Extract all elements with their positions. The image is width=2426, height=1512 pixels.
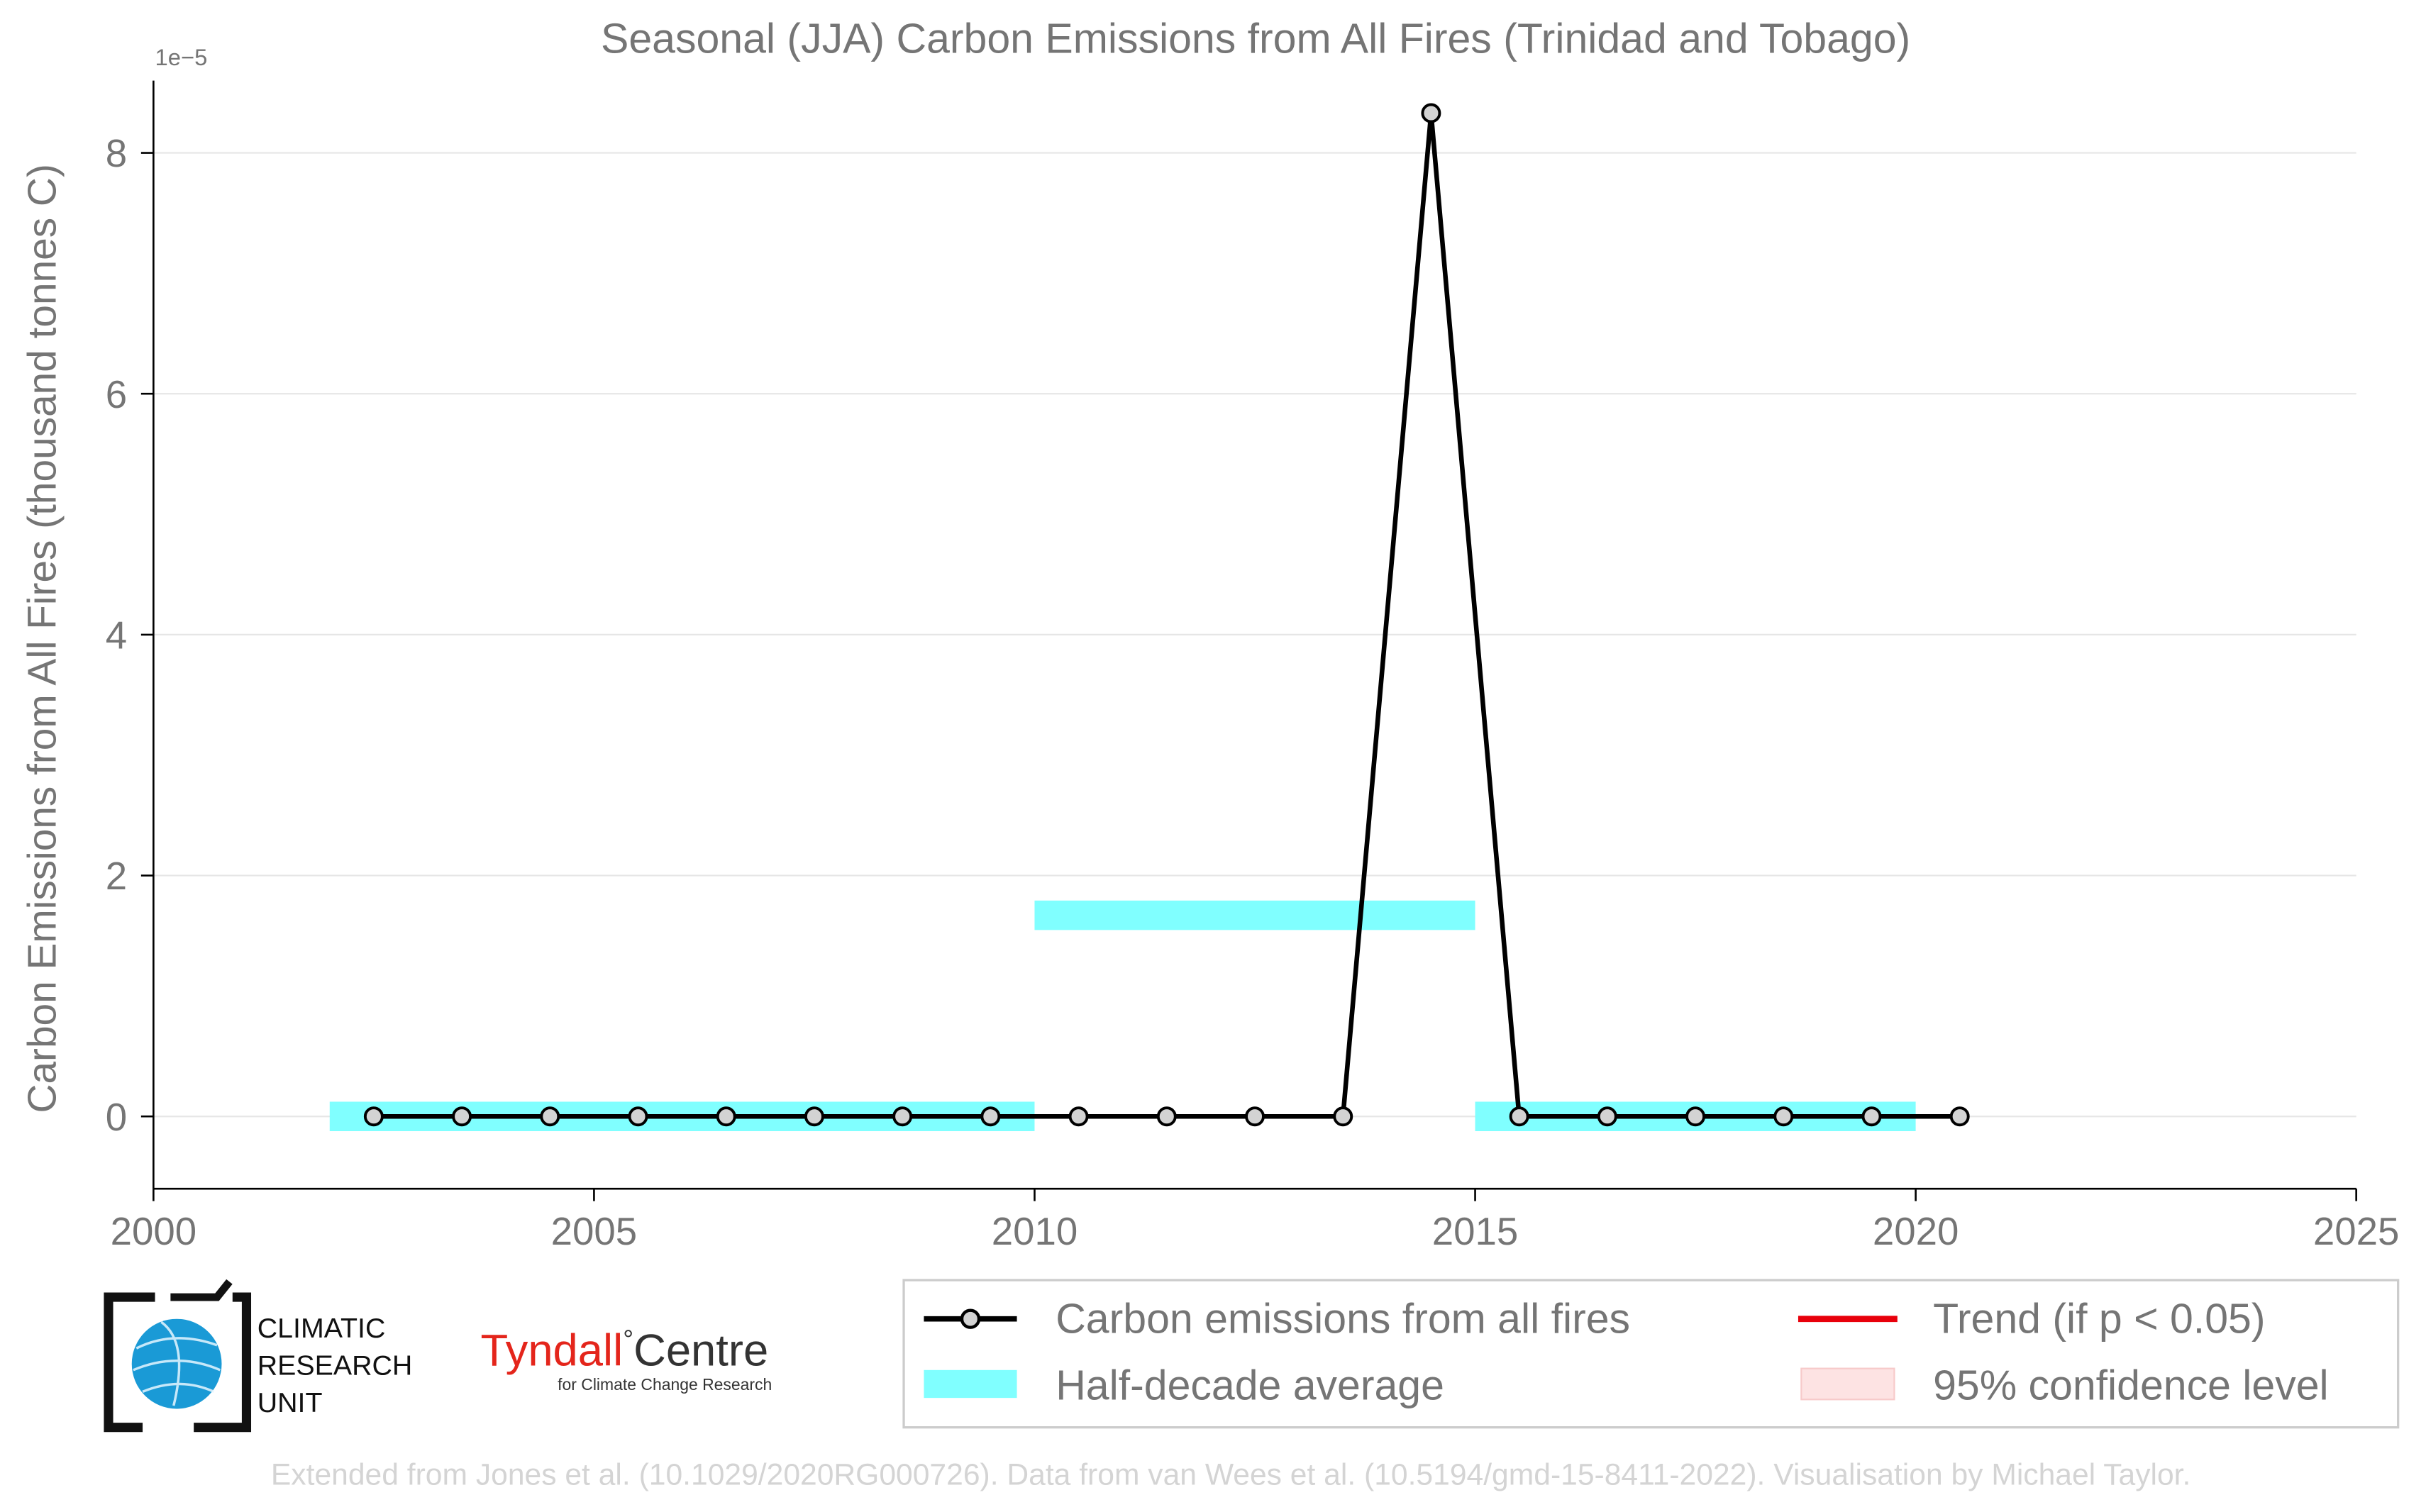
credit-line: Extended from Jones et al. (10.1029/2020… — [271, 1458, 2191, 1492]
legend-confidence-swatch — [1800, 1367, 1895, 1401]
cru-bracket-right — [194, 1292, 252, 1433]
data-point — [452, 1106, 472, 1127]
data-point — [1949, 1106, 1970, 1127]
grid-layer — [153, 152, 2356, 1118]
tyndall-name: Tyndall — [480, 1325, 623, 1375]
legend-series-marker-swatch — [960, 1308, 981, 1329]
data-point — [1421, 103, 1441, 123]
data-point — [716, 1106, 736, 1127]
data-point — [804, 1106, 824, 1127]
cru-text-line2: RESEARCH — [257, 1350, 413, 1381]
data-point — [1245, 1106, 1265, 1127]
data-point — [1685, 1106, 1706, 1127]
data-point — [1068, 1106, 1089, 1127]
legend: Carbon emissions from all fires Half-dec… — [902, 1279, 2400, 1429]
y-axis-multiplier: 1e−5 — [155, 44, 208, 70]
legend-label-half-decade: Half-decade average — [1056, 1362, 1444, 1408]
x-tick-label: 2000 — [111, 1210, 197, 1253]
y-tick-label: 4 — [106, 614, 127, 657]
data-point — [1861, 1106, 1882, 1127]
x-tick-label: 2015 — [1432, 1210, 1519, 1253]
series-line — [373, 113, 1960, 1119]
cru-text-line1: CLIMATIC — [257, 1313, 386, 1344]
series-layer — [363, 103, 1970, 1127]
tyndall-centre: Centre — [633, 1325, 768, 1375]
globe-lines — [133, 1321, 221, 1406]
cru-bracket-left — [104, 1292, 155, 1433]
tyndall-logo: Tyndall°Centre for Climate Change Resear… — [480, 1324, 772, 1394]
y-tick-label: 2 — [106, 855, 127, 898]
cru-logo: CLIMATIC RESEARCH UNIT — [104, 1279, 413, 1433]
data-point — [363, 1106, 384, 1127]
tyndall-degree: ° — [623, 1324, 633, 1354]
data-point — [1597, 1106, 1617, 1127]
x-tick-label: 2020 — [1873, 1210, 1959, 1253]
data-point — [1333, 1106, 1353, 1127]
tyndall-subtitle: for Climate Change Research — [558, 1375, 772, 1394]
y-tick-label: 8 — [106, 132, 127, 175]
x-tick-label: 2025 — [2313, 1210, 2400, 1253]
legend-half-decade-swatch — [924, 1369, 1017, 1399]
legend-frame — [902, 1279, 2400, 1429]
cru-text-line3: UNIT — [257, 1387, 323, 1418]
data-point — [892, 1106, 913, 1127]
legend-label-trend: Trend (if p < 0.05) — [1933, 1295, 2265, 1342]
data-point — [1773, 1106, 1794, 1127]
data-point — [980, 1106, 1001, 1127]
data-point — [628, 1106, 648, 1127]
legend-label-confidence: 95% confidence level — [1933, 1362, 2329, 1408]
half-decade-bands — [329, 900, 1916, 1131]
cru-bracket-top-slash — [170, 1279, 233, 1301]
y-tick-label: 6 — [106, 373, 127, 416]
axes: 0 2 4 6 8 2000 2005 2010 2015 2020 2025 — [106, 80, 2400, 1253]
data-point — [540, 1106, 560, 1127]
x-tick-label: 2005 — [551, 1210, 638, 1253]
legend-label-series: Carbon emissions from all fires — [1056, 1295, 1630, 1342]
y-axis-label: Carbon Emissions from All Fires (thousan… — [21, 164, 65, 1113]
x-tick-label: 2010 — [992, 1210, 1078, 1253]
data-point — [1156, 1106, 1177, 1127]
tyndall-wordmark: Tyndall°Centre — [480, 1324, 768, 1375]
chart-title: Seasonal (JJA) Carbon Emissions from All… — [601, 15, 1910, 62]
half-decade-band — [1034, 900, 1475, 930]
data-point — [1509, 1106, 1529, 1127]
y-tick-label: 0 — [106, 1096, 127, 1139]
